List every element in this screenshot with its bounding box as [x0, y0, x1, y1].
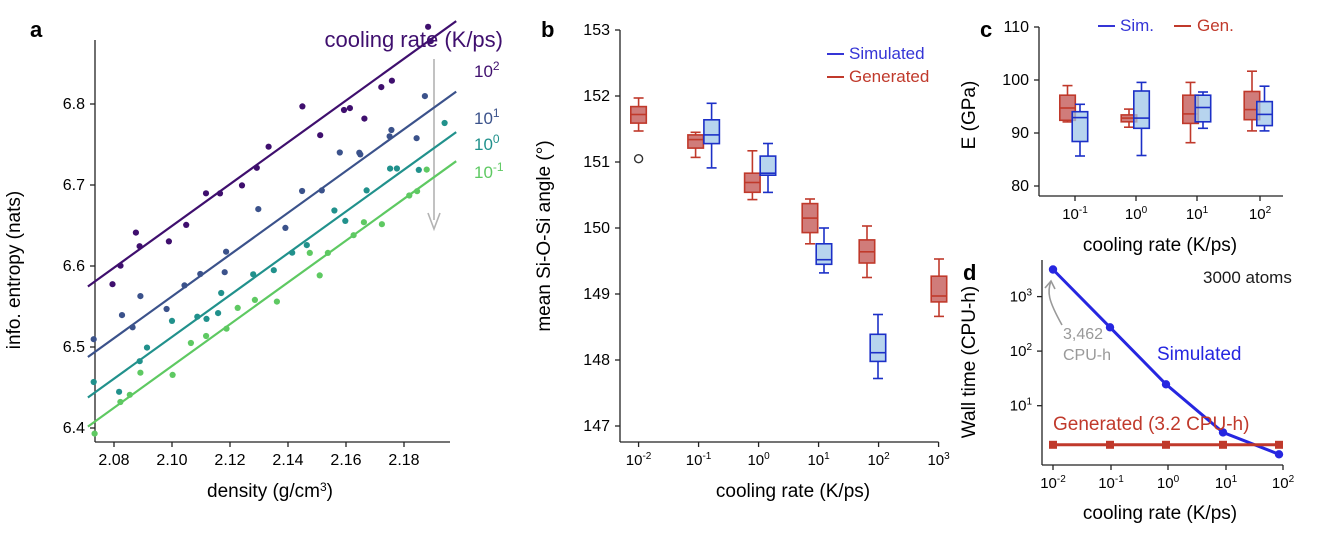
svg-text:Sim.: Sim.: [1120, 16, 1154, 35]
svg-text:2.10: 2.10: [156, 452, 187, 469]
svg-text:150: 150: [583, 220, 610, 237]
svg-text:152: 152: [583, 88, 610, 105]
svg-text:Simulated: Simulated: [1157, 344, 1242, 365]
svg-text:E (GPa): E (GPa): [959, 81, 980, 150]
svg-text:cooling rate (K/ps): cooling rate (K/ps): [1083, 235, 1237, 256]
svg-text:6.4: 6.4: [63, 420, 85, 437]
svg-text:2.16: 2.16: [330, 452, 361, 469]
svg-text:3,462: 3,462: [1063, 326, 1103, 343]
svg-text:2.18: 2.18: [388, 452, 419, 469]
svg-text:90: 90: [1011, 125, 1029, 142]
svg-text:2.08: 2.08: [98, 452, 129, 469]
svg-text:c: c: [980, 17, 992, 42]
svg-text:6.7: 6.7: [63, 177, 85, 194]
svg-text:a: a: [30, 17, 43, 42]
svg-text:cooling rate (K/ps): cooling rate (K/ps): [324, 27, 503, 52]
svg-text:Generated (3.2 CPU-h): Generated (3.2 CPU-h): [1053, 414, 1249, 435]
svg-text:6.6: 6.6: [63, 258, 85, 275]
svg-text:CPU-h: CPU-h: [1063, 347, 1111, 364]
svg-text:Wall time (CPU-h): Wall time (CPU-h): [959, 286, 980, 438]
svg-text:Gen.: Gen.: [1197, 16, 1234, 35]
svg-text:80: 80: [1011, 178, 1029, 195]
svg-text:147: 147: [583, 418, 610, 435]
svg-text:6.5: 6.5: [63, 339, 85, 356]
svg-text:153: 153: [583, 22, 610, 39]
svg-text:b: b: [541, 17, 554, 42]
svg-text:info. entropy (nats): info. entropy (nats): [4, 191, 25, 349]
svg-text:6.8: 6.8: [63, 96, 85, 113]
svg-text:2.12: 2.12: [214, 452, 245, 469]
svg-text:Generated: Generated: [849, 67, 929, 86]
svg-text:110: 110: [1003, 19, 1029, 36]
svg-text:3000 atoms: 3000 atoms: [1203, 268, 1292, 287]
svg-text:2.14: 2.14: [272, 452, 303, 469]
svg-text:cooling rate (K/ps): cooling rate (K/ps): [1083, 503, 1237, 524]
svg-text:density (g/cm3): density (g/cm3): [207, 480, 333, 502]
svg-text:100: 100: [1002, 72, 1029, 89]
svg-text:mean Si-O-Si angle (°): mean Si-O-Si angle (°): [534, 140, 555, 331]
svg-text:148: 148: [583, 352, 610, 369]
svg-text:Simulated: Simulated: [849, 44, 925, 63]
svg-text:151: 151: [583, 154, 610, 171]
svg-text:cooling rate (K/ps): cooling rate (K/ps): [716, 481, 870, 502]
svg-text:149: 149: [583, 286, 610, 303]
svg-text:d: d: [963, 260, 976, 285]
